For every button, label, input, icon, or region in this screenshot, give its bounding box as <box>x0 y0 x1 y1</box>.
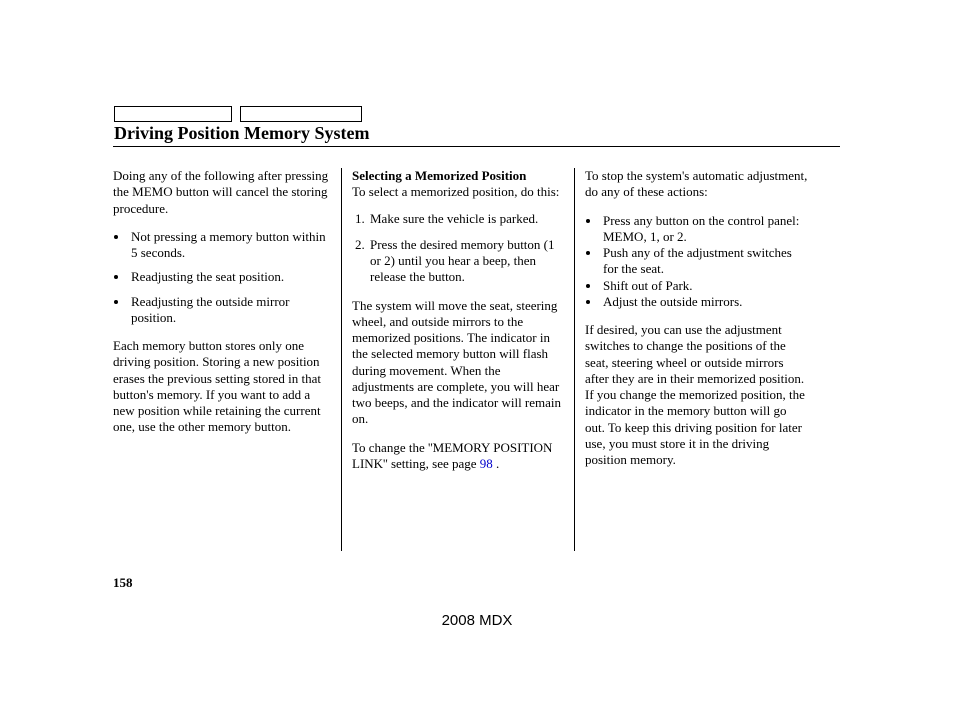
list-item: Make sure the vehicle is parked. <box>368 211 564 227</box>
col2-heading-block: Selecting a Memorized Position To select… <box>352 168 564 201</box>
col2-heading: Selecting a Memorized Position <box>352 168 526 183</box>
col1-para2: Each memory button stores only one drivi… <box>113 338 331 436</box>
list-item: Press any button on the control panel: M… <box>601 213 809 246</box>
col3-para1: To stop the system's automatic adjustmen… <box>585 168 809 201</box>
header-box-1 <box>114 106 232 122</box>
column-2: Selecting a Memorized Position To select… <box>342 168 574 551</box>
content-columns: Doing any of the following after pressin… <box>113 168 845 551</box>
list-item: Not pressing a memory button within 5 se… <box>129 229 331 262</box>
col1-para1: Doing any of the following after pressin… <box>113 168 331 217</box>
list-item: Readjusting the seat position. <box>129 269 331 285</box>
col1-bullets: Not pressing a memory button within 5 se… <box>113 229 331 326</box>
col2-p2b: . <box>493 456 500 471</box>
footer-model: 2008 MDX <box>0 612 954 629</box>
list-item: Adjust the outside mirrors. <box>601 294 809 310</box>
column-3: To stop the system's automatic adjustmen… <box>575 168 809 551</box>
col2-intro: To select a memorized position, do this: <box>352 184 559 199</box>
col2-steps: Make sure the vehicle is parked. Press t… <box>352 211 564 286</box>
list-item: Press the desired memory button (1 or 2)… <box>368 237 564 286</box>
header-boxes <box>114 106 362 122</box>
page-title: Driving Position Memory System <box>114 123 369 144</box>
title-rule <box>113 146 840 147</box>
col2-para2: To change the ''MEMORY POSITION LINK'' s… <box>352 440 564 473</box>
col3-para2: If desired, you can use the adjustment s… <box>585 322 809 468</box>
header-box-2 <box>240 106 362 122</box>
manual-page: Driving Position Memory System Doing any… <box>0 0 954 710</box>
col2-p2a: To change the ''MEMORY POSITION LINK'' s… <box>352 440 552 471</box>
col3-bullets: Press any button on the control panel: M… <box>585 213 809 311</box>
page-number: 158 <box>113 575 133 591</box>
column-1: Doing any of the following after pressin… <box>113 168 341 551</box>
page-link-98[interactable]: 98 <box>480 456 493 471</box>
list-item: Push any of the adjustment switches for … <box>601 245 809 278</box>
list-item: Shift out of Park. <box>601 278 809 294</box>
col2-para1: The system will move the seat, steering … <box>352 298 564 428</box>
list-item: Readjusting the outside mirror position. <box>129 294 331 327</box>
